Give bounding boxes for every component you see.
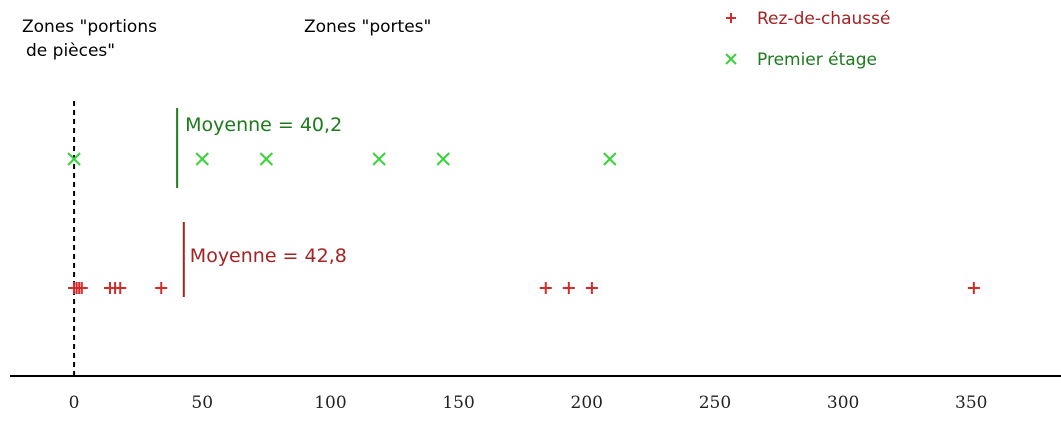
x-marker bbox=[67, 152, 81, 166]
legend-label: Premier étage bbox=[757, 50, 877, 70]
plus-marker bbox=[562, 282, 575, 294]
legend-label: Rez-de-chaussé bbox=[757, 9, 890, 29]
x-tick-label: 0 bbox=[69, 393, 80, 413]
plus-marker bbox=[539, 282, 552, 294]
legend: Rez-de-chaussé Premier étage bbox=[725, 9, 890, 70]
plus-marker bbox=[114, 282, 127, 294]
x-tick-label: 200 bbox=[571, 393, 603, 413]
x-marker bbox=[436, 152, 450, 166]
zone-label-rooms-line1: Zones "portions bbox=[22, 17, 157, 37]
x-tick-label: 150 bbox=[442, 393, 474, 413]
x-axis: 0 50 100 150 200 250 300 350 bbox=[10, 375, 1061, 413]
plot-area: Moyenne = 42,8 Moyenne = 40,2 bbox=[67, 101, 980, 376]
mean-label: Moyenne = 40,2 bbox=[185, 114, 342, 136]
plus-marker bbox=[75, 282, 88, 294]
zone-label-rooms-line2: de pièces" bbox=[26, 41, 115, 61]
x-marker bbox=[259, 152, 274, 166]
x-tick-label: 100 bbox=[314, 393, 346, 413]
legend-x-marker bbox=[725, 53, 737, 65]
zone-label-doors: Zones "portes" bbox=[304, 17, 431, 37]
x-tick-label: 350 bbox=[955, 393, 987, 413]
x-marker bbox=[372, 152, 386, 166]
mean-label: Moyenne = 42,8 bbox=[190, 245, 347, 267]
x-tick-label: 300 bbox=[827, 393, 859, 413]
x-marker bbox=[195, 152, 209, 166]
x-marker bbox=[603, 152, 617, 166]
legend-plus-marker bbox=[726, 13, 736, 23]
plus-marker bbox=[585, 282, 598, 294]
x-tick-label: 50 bbox=[191, 393, 213, 413]
x-tick-label: 250 bbox=[699, 393, 731, 413]
plus-marker bbox=[967, 282, 980, 294]
plus-marker bbox=[155, 282, 168, 294]
